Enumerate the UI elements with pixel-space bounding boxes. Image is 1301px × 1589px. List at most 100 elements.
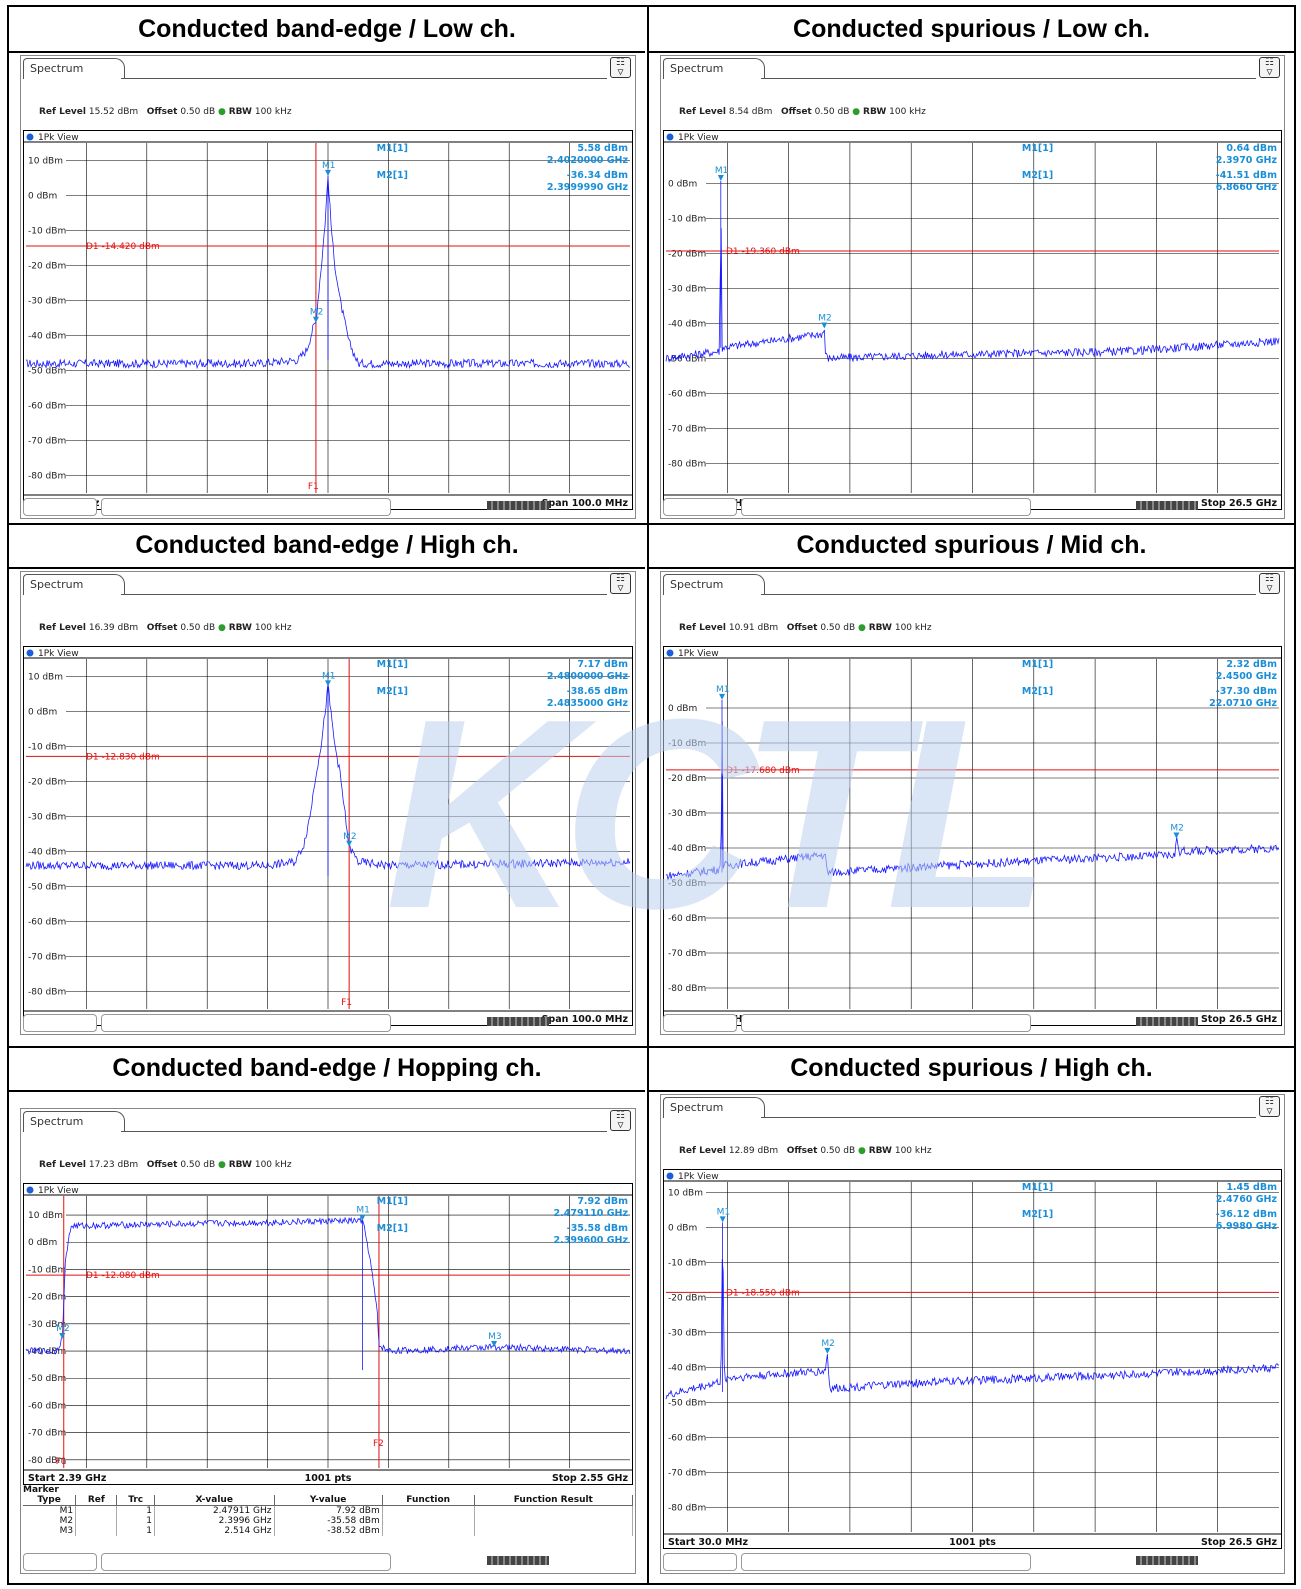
- y-tick-label: -60 dBm: [28, 1401, 66, 1411]
- y-tick-label: -70 dBm: [28, 953, 66, 963]
- marker-point[interactable]: [719, 693, 726, 700]
- marker-point[interactable]: [325, 169, 331, 176]
- y-tick-label: -70 dBm: [668, 1469, 706, 1479]
- trace-indicator-icon: [26, 1186, 34, 1194]
- spectrum-tab[interactable]: Spectrum: [663, 574, 765, 595]
- spectrum-settings-icon[interactable]: ☷ ▽: [610, 57, 631, 78]
- spectrum-tab[interactable]: Spectrum: [23, 58, 125, 79]
- plot-area: 1Pk View 10 dBm 0 dBm -10 dBm -20 dBm -30 dBm…: [23, 1183, 633, 1485]
- status-message-field: [741, 1553, 1031, 1571]
- analyzer-screen: Spectrum ☷ ▽ Ref Level 12.89 dBm Offset 0…: [660, 1094, 1285, 1574]
- status-bar: [23, 1551, 633, 1571]
- tab-divider: [121, 78, 607, 79]
- marker-readout-label: M1[1]: [377, 659, 408, 670]
- spectrum-settings-icon[interactable]: ☷ ▽: [1259, 1096, 1280, 1117]
- spectrum-settings-icon[interactable]: ☷ ▽: [610, 1110, 631, 1131]
- spectrum-trace: [665, 1222, 1280, 1400]
- marker-point[interactable]: [359, 1214, 366, 1221]
- y-tick-label: -30 dBm: [668, 809, 706, 819]
- table-row: M3 1 2.514 GHz -38.52 dBm: [23, 1526, 634, 1536]
- status-bar: [663, 496, 1282, 516]
- marker-table-header: X-value: [154, 1495, 275, 1506]
- y-tick-label: 0 dBm: [28, 192, 57, 202]
- y-tick-label: -80 dBm: [28, 1456, 66, 1466]
- y-tick-label: -50 dBm: [668, 879, 706, 889]
- softkey-button[interactable]: [23, 1553, 97, 1571]
- spectrum-settings-icon[interactable]: ☷ ▽: [1259, 57, 1280, 78]
- panel-cell: Conducted band-edge / Hopping ch. Spectr…: [9, 1046, 645, 1583]
- frequency-line-label: F2: [373, 1439, 384, 1449]
- marker-point[interactable]: [346, 840, 353, 847]
- y-tick-label: -60 dBm: [668, 1434, 706, 1444]
- y-tick-label: -40 dBm: [28, 332, 66, 342]
- y-tick-label: -50 dBm: [28, 367, 66, 377]
- marker-readout-value: -41.51 dBm: [1216, 170, 1277, 181]
- panel-title: Conducted band-edge / High ch.: [9, 523, 645, 569]
- y-tick-label: -40 dBm: [28, 848, 66, 858]
- y-tick-label: -30 dBm: [28, 813, 66, 823]
- y-tick-label: -60 dBm: [668, 389, 706, 399]
- marker-label: M1: [715, 166, 729, 176]
- trace-indicator-icon: [666, 1172, 674, 1180]
- plot-footer-left: Start 30.0 MHz: [668, 1537, 748, 1548]
- table-cell: 7.92 dBm: [274, 1505, 383, 1516]
- marker-readout-value: 0.64 dBm: [1226, 143, 1277, 154]
- table-cell: M3: [23, 1526, 77, 1536]
- y-tick-label: 10 dBm: [28, 1211, 63, 1221]
- softkey-button[interactable]: [23, 498, 97, 516]
- softkey-button[interactable]: [663, 1014, 737, 1032]
- marker-readout-value: 7.92 dBm: [577, 1196, 628, 1207]
- panel-title: Conducted band-edge / Low ch.: [9, 7, 645, 53]
- y-tick-label: -50 dBm: [668, 1399, 706, 1409]
- y-tick-label: 10 dBm: [28, 673, 63, 683]
- marker-label: M2: [56, 1324, 70, 1334]
- marker-point[interactable]: [821, 322, 828, 329]
- spectrum-settings-icon[interactable]: ☷ ▽: [610, 573, 631, 594]
- marker-point[interactable]: [312, 316, 319, 323]
- y-tick-label: -60 dBm: [28, 918, 66, 928]
- marker-readout-freq: 6.9980 GHz: [1216, 1221, 1278, 1232]
- y-tick-label: -10 dBm: [28, 1265, 66, 1275]
- marker-point[interactable]: [717, 175, 724, 182]
- softkey-button[interactable]: [663, 1553, 737, 1571]
- spectrum-tab[interactable]: Spectrum: [663, 1097, 765, 1118]
- spectrum-tab[interactable]: Spectrum: [23, 574, 125, 595]
- table-cell: 1: [116, 1526, 155, 1536]
- marker-label: M1: [716, 685, 730, 695]
- spectrum-tab[interactable]: Spectrum: [23, 1111, 125, 1132]
- marker-label: M2: [818, 314, 832, 324]
- y-tick-label: -40 dBm: [668, 1364, 706, 1374]
- softkey-button[interactable]: [663, 498, 737, 516]
- plot-footer-mid: 1001 pts: [949, 1537, 996, 1548]
- y-tick-label: -80 dBm: [668, 984, 706, 994]
- marker-readout-freq: 6.8660 GHz: [1216, 182, 1278, 193]
- marker-point[interactable]: [824, 1347, 831, 1354]
- marker-point[interactable]: [491, 1341, 498, 1348]
- marker-table-header: Trc: [116, 1495, 155, 1506]
- table-cell: [474, 1516, 634, 1526]
- y-tick-label: -80 dBm: [28, 988, 66, 998]
- marker-readout-label: M2[1]: [1022, 170, 1053, 181]
- analyzer-screen: Spectrum ☷ ▽ Ref Level 8.54 dBm Offset 0.…: [660, 55, 1285, 519]
- panel-cell: Conducted spurious / High ch. Spectrum ☷…: [649, 1046, 1294, 1583]
- marker-point[interactable]: [1173, 832, 1180, 839]
- y-tick-label: -30 dBm: [28, 1320, 66, 1330]
- spectrum-settings-icon[interactable]: ☷ ▽: [1259, 573, 1280, 594]
- marker-readout-label: M2[1]: [1022, 686, 1053, 697]
- status-message-field: [741, 1014, 1031, 1032]
- marker-point[interactable]: [325, 680, 331, 687]
- marker-point[interactable]: [719, 1216, 726, 1223]
- marker-readout-label: M2[1]: [377, 686, 408, 697]
- plot-footer-right: Stop 26.5 GHz: [1201, 498, 1278, 509]
- trace-indicator-icon: [26, 649, 34, 657]
- table-cell: M1: [23, 1505, 77, 1516]
- limit-line-label: D1 -19.360 dBm: [726, 247, 800, 257]
- table-cell: [75, 1505, 118, 1516]
- plot-footer-right: Stop 26.5 GHz: [1201, 1014, 1278, 1025]
- marker-point[interactable]: [59, 1333, 66, 1340]
- spectrum-tab[interactable]: Spectrum: [663, 58, 765, 79]
- y-tick-label: -20 dBm: [28, 1293, 66, 1303]
- y-tick-label: -20 dBm: [28, 262, 66, 272]
- softkey-button[interactable]: [23, 1014, 97, 1032]
- marker-readout-label: M1[1]: [377, 1196, 408, 1207]
